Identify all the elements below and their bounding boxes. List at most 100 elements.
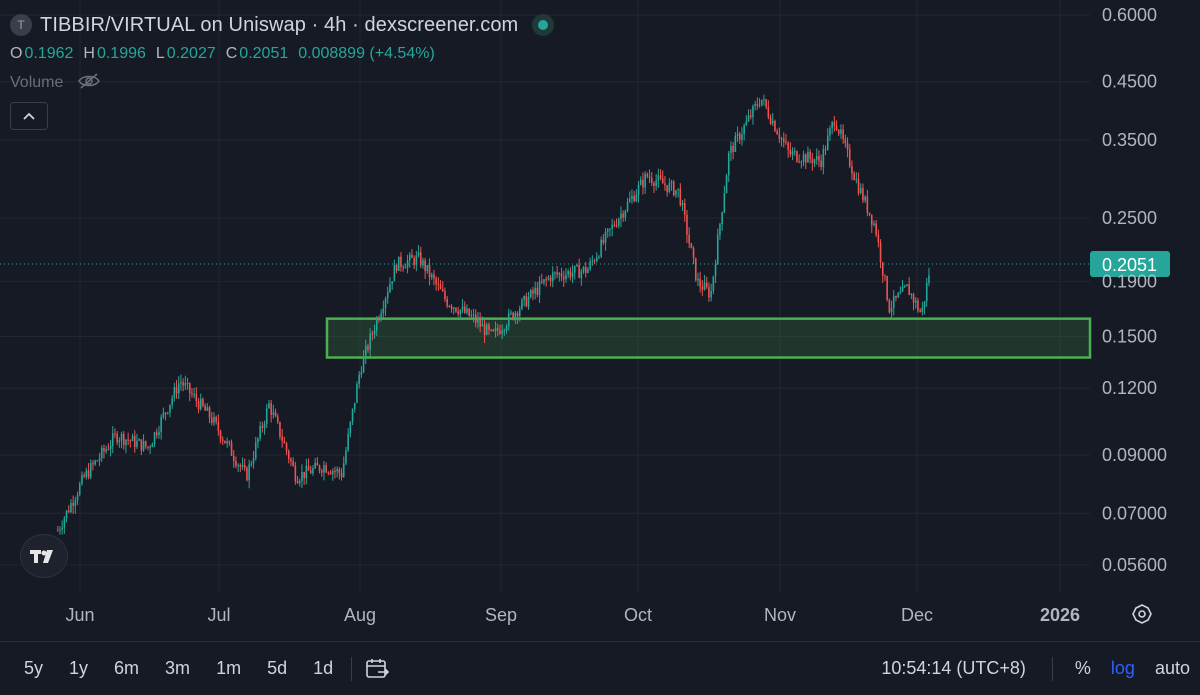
close-value: 0.2051 [239,45,289,62]
candle-body [151,443,154,448]
candle-body [648,176,651,179]
candle-body [776,131,778,135]
candle-body [250,463,253,465]
candle-body [712,276,715,291]
candle-body [734,135,737,152]
candle-body [628,198,631,202]
candle-body [749,115,752,118]
percent-scale-toggle[interactable]: % [1074,658,1091,678]
candle-body [351,408,354,422]
auto-scale-toggle[interactable]: auto [1154,658,1190,678]
range-3m-button[interactable]: 3m [165,658,191,678]
candle-body [450,306,453,309]
candle-body [701,286,704,290]
symbol-title[interactable]: TIBBIR/VIRTUAL on Uniswap · 4h · dexscre… [40,13,519,36]
candle-body [917,300,919,311]
candle-body [789,149,792,155]
candle-body [919,310,921,312]
price-axis-label: 0.6000 [1102,5,1157,25]
candle-body [494,327,497,331]
calendar-range-icon[interactable] [364,657,390,681]
price-axis-label: 0.2500 [1102,208,1157,228]
candle-body [232,455,235,461]
candle-body [848,149,851,167]
chart-legend: T TIBBIR/VIRTUAL on Uniswap · 4h · dexsc… [10,10,555,130]
candle-body [890,308,893,313]
candle-body [259,426,261,439]
candle-body [417,252,420,256]
candle-body [631,195,633,199]
settings-icon[interactable] [1131,603,1153,630]
candle-body [756,104,759,106]
candle-body [490,329,492,331]
candle-body [81,475,83,484]
candle-body [910,294,913,296]
candle-body [323,465,325,473]
candle-body [763,99,765,101]
candle-body [705,282,708,288]
candle-body [686,214,688,235]
candle-body [745,120,748,126]
candle-body [452,307,455,309]
candle-body [503,330,506,332]
candle-body [637,184,640,195]
candle-body [413,257,415,265]
range-1d-button[interactable]: 1d [313,658,334,678]
candle-body [732,145,734,152]
candle-body [349,421,352,434]
collapse-legend-button[interactable] [10,102,48,130]
candle-body [875,223,877,235]
candle-body [402,266,404,268]
log-scale-toggle[interactable]: log [1110,658,1135,678]
candle-body [864,196,866,201]
candle-body [851,166,853,174]
clock-display[interactable]: 10:54:14 (UTC+8) [881,658,1026,678]
candle-body [296,480,299,484]
candle-body [312,468,314,474]
candle-body [481,324,484,327]
candle-body [127,439,129,441]
candle-body [479,319,481,327]
tradingview-logo-icon[interactable] [20,534,68,578]
candle-body [397,256,400,271]
range-1m-button[interactable]: 1m [216,658,242,678]
candle-body [551,272,554,282]
candle-body [241,464,244,467]
eye-off-icon[interactable] [77,72,101,95]
candle-body [162,412,165,418]
candle-body [208,407,211,418]
candle-body [622,213,624,218]
candle-body [254,442,257,459]
candle-body [164,412,167,414]
candle-body [92,463,94,465]
candle-body [505,326,508,331]
candle-body [391,281,393,284]
candle-body [336,469,338,472]
range-5d-button[interactable]: 5d [267,658,288,678]
candle-body [446,298,448,307]
candle-body [886,276,888,300]
candle-body [444,291,446,299]
candle-body [186,382,189,384]
candle-body [116,433,118,443]
candle-body [540,281,543,283]
candle-body [158,431,160,436]
candle-body [670,181,673,184]
candle-body [309,470,312,474]
candle-body [925,283,928,302]
candle-body [353,402,356,409]
range-5y-button[interactable]: 5y [24,658,44,678]
candle-body [175,387,178,394]
candle-body [422,260,424,266]
candle-body [681,202,684,206]
candle-body [166,412,169,414]
price-chart[interactable]: 0.2051 0.6000 0.4500 0.3500 0.2500 0.1900 0.1… [0,0,1200,640]
candle-body [721,212,723,225]
candle-body [314,462,316,469]
support-zone-rectangle [325,317,1092,359]
candle-body [587,269,589,274]
range-6m-button[interactable]: 6m [114,658,140,678]
range-1y-button[interactable]: 1y [69,658,89,678]
candle-body [272,412,275,415]
